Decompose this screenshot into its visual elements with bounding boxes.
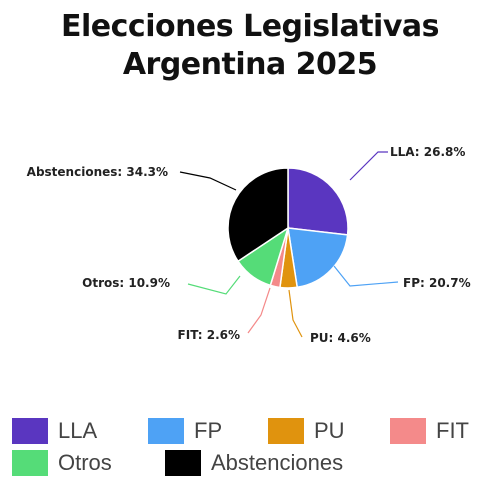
data-label-fit: FIT: 2.6% [178, 328, 240, 342]
legend-label-otros: Otros [58, 450, 112, 475]
data-label-otros: Otros: 10.9% [82, 276, 170, 290]
data-labels: LLA: 26.8% FP: 20.7% PU: 4.6% FIT: 2.6% Otro… [27, 145, 471, 345]
leader-line-fp [333, 265, 399, 287]
pie-chart: LLA: 26.8% FP: 20.7% PU: 4.6% FIT: 2.6% Otro… [27, 145, 471, 345]
legend-swatch-fit [390, 418, 426, 444]
legend-item-lla[interactable]: LLA [12, 416, 97, 446]
label-leaders [179, 151, 399, 338]
pie-slice-lla[interactable] [287, 167, 349, 236]
data-label-lla: LLA: 26.8% [390, 145, 465, 159]
pie-slice-fp[interactable] [287, 227, 349, 289]
legend-label-fit: FIT [436, 418, 469, 443]
leader-line-pu [288, 289, 303, 338]
leader-line-fit [247, 287, 271, 334]
pie-slice-abstenciones[interactable] [227, 167, 289, 263]
leader-line-abstenciones [179, 171, 237, 191]
legend-label-pu: PU [314, 418, 345, 443]
legend-swatch-abstenciones [165, 450, 201, 476]
legend-label-fp: FP [194, 418, 223, 443]
leader-line-lla [349, 151, 388, 181]
legend-item-otros[interactable]: Otros [12, 448, 112, 478]
legend-swatch-fp [148, 418, 184, 444]
legend-item-fit[interactable]: FIT [390, 416, 469, 446]
data-label-fp: FP: 20.7% [403, 276, 471, 290]
pie-slices [227, 167, 349, 289]
legend-item-pu[interactable]: PU [268, 416, 345, 446]
legend-label-lla: LLA [58, 418, 98, 443]
legend-swatch-lla [12, 418, 48, 444]
legend-label-abstenciones: Abstenciones [211, 450, 344, 475]
legend-item-fp[interactable]: FP [148, 416, 222, 446]
data-label-pu: PU: 4.6% [310, 331, 371, 345]
legend: LLA FP PU FIT Otros Abstenciones [0, 410, 500, 490]
data-label-abstenciones: Abstenciones: 34.3% [27, 165, 168, 179]
title-line-2: Argentina 2025 [122, 47, 378, 82]
legend-swatch-pu [268, 418, 304, 444]
legend-swatch-otros [12, 450, 48, 476]
chart-title: Elecciones Legislativas Argentina 2025 [0, 8, 500, 84]
legend-item-abstenciones[interactable]: Abstenciones [165, 448, 343, 478]
leader-line-otros [187, 275, 241, 295]
title-line-1: Elecciones Legislativas [61, 9, 439, 44]
